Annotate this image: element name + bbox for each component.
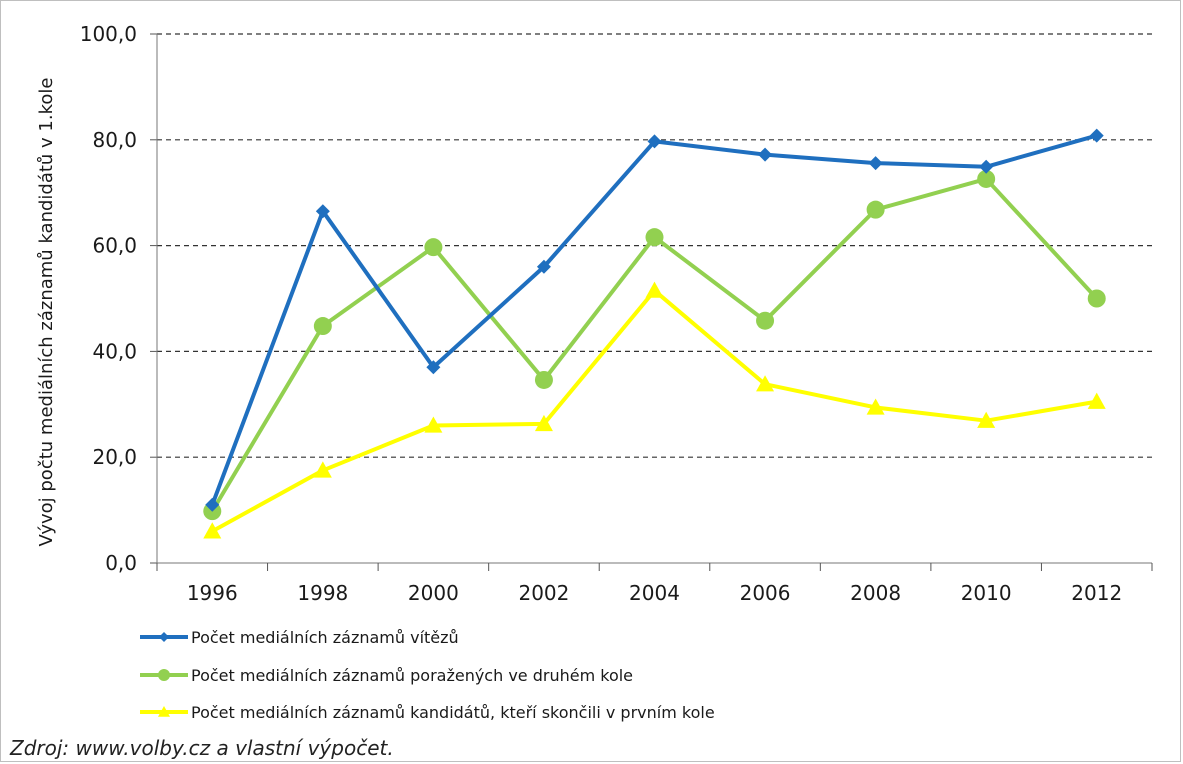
- series-line: [211, 288, 1098, 534]
- legend: Počet mediálních záznamů vítězů Počet med…: [140, 628, 715, 722]
- x-tick-label: 1996: [187, 581, 238, 605]
- series-triangle: [203, 281, 1106, 539]
- data-point-diamond: [536, 259, 551, 274]
- data-point-diamond: [426, 360, 441, 375]
- series-diamond: [205, 128, 1104, 512]
- legend-label: Počet mediálních záznamů kandidátů, kteř…: [191, 703, 715, 722]
- data-point-diamond: [979, 159, 994, 174]
- data-point-diamond: [205, 497, 220, 512]
- data-point-triangle: [977, 411, 996, 428]
- data-point-circle: [313, 317, 332, 336]
- data-point-circle: [645, 228, 664, 247]
- data-point-triangle: [424, 416, 443, 433]
- data-point-circle: [424, 238, 443, 257]
- data-point-triangle: [1087, 392, 1106, 409]
- gridlines: [157, 33, 1152, 458]
- legend-item: Počet mediálních záznamů vítězů: [140, 628, 459, 647]
- data-point-diamond: [647, 134, 662, 149]
- data-point-diamond: [159, 632, 169, 642]
- x-tick-label: 2010: [961, 581, 1012, 605]
- tick-labels: 0,0 20,0 40,0 60,0 80,0 100,0 1996 1998 2000 2002…: [80, 22, 1122, 605]
- x-tick-label: 2006: [740, 581, 791, 605]
- x-tick-label: 2004: [629, 581, 680, 605]
- legend-item: Počet mediálních záznamů kandidátů, kteř…: [140, 703, 715, 722]
- series: [203, 128, 1106, 539]
- legend-item: Počet mediálních záznamů poražených ve d…: [140, 666, 633, 685]
- x-tick-label: 2000: [408, 581, 459, 605]
- legend-label: Počet mediálních záznamů poražených ve d…: [191, 666, 633, 685]
- data-point-triangle: [203, 522, 222, 539]
- data-point-diamond: [1089, 128, 1104, 143]
- y-tick-label: 40,0: [92, 339, 137, 363]
- data-point-triangle: [158, 706, 170, 717]
- y-tick-label: 0,0: [105, 551, 137, 575]
- data-point-diamond: [868, 156, 883, 171]
- data-point-circle: [158, 669, 170, 681]
- y-tick-label: 80,0: [92, 128, 137, 152]
- data-point-circle: [1087, 289, 1106, 308]
- data-point-triangle: [645, 281, 664, 298]
- data-point-circle: [977, 169, 996, 188]
- y-axis-label: Vývoj počtu mediálních záznamů kandidátů…: [36, 78, 57, 547]
- series-circle: [203, 169, 1106, 521]
- data-point-triangle: [534, 414, 553, 432]
- data-point-circle: [866, 200, 885, 219]
- source-note: Zdroj: www.volby.cz a vlastní výpočet.: [10, 736, 394, 760]
- x-tick-label: 1998: [297, 581, 348, 605]
- x-tick-label: 2002: [518, 581, 569, 605]
- data-point-triangle: [313, 461, 332, 478]
- data-point-circle: [756, 311, 775, 330]
- series-line: [210, 133, 1098, 506]
- x-tick-label: 2008: [850, 581, 901, 605]
- y-tick-label: 20,0: [92, 445, 137, 469]
- y-tick-label: 100,0: [80, 22, 137, 46]
- y-tick-label: 60,0: [92, 234, 137, 258]
- legend-label: Počet mediálních záznamů vítězů: [191, 628, 459, 647]
- data-point-diamond: [758, 147, 773, 162]
- data-point-circle: [534, 370, 553, 389]
- data-point-diamond: [315, 204, 330, 219]
- data-point-triangle: [866, 398, 885, 415]
- data-point-triangle: [756, 375, 775, 392]
- x-tick-label: 2012: [1071, 581, 1122, 605]
- axes: [150, 33, 1153, 571]
